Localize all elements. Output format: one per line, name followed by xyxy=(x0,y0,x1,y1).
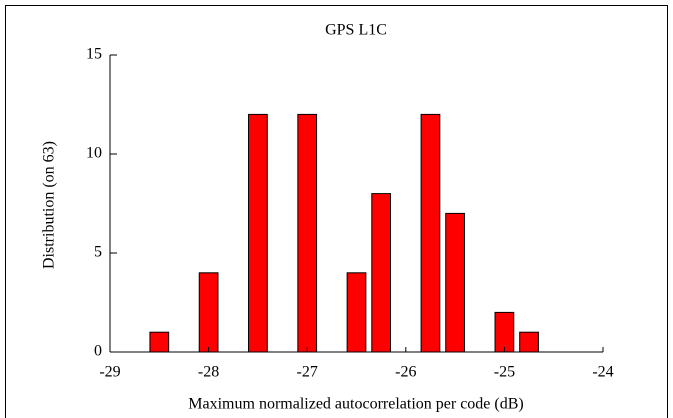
bar xyxy=(149,331,170,353)
bar xyxy=(420,113,441,353)
y-tick-label: 0 xyxy=(94,343,102,360)
bar xyxy=(297,113,318,353)
x-tick-label: -25 xyxy=(494,364,515,381)
bar xyxy=(198,272,219,353)
chart-title: GPS L1C xyxy=(325,22,387,39)
bar xyxy=(519,331,539,353)
bar xyxy=(445,212,465,353)
x-tick-label: -27 xyxy=(297,364,318,381)
x-tick-label: -24 xyxy=(592,364,613,381)
x-tick-label: -26 xyxy=(395,364,416,381)
figure-frame xyxy=(5,5,668,418)
y-axis-label: Distribution (on 63) xyxy=(41,141,58,269)
y-tick-label: 10 xyxy=(86,145,102,162)
x-tick-label: -29 xyxy=(99,364,120,381)
bar xyxy=(248,113,268,353)
y-tick-label: 5 xyxy=(94,244,102,261)
bar xyxy=(371,193,392,353)
y-tick-label: 15 xyxy=(86,46,102,63)
bar xyxy=(346,272,367,353)
x-tick-label: -28 xyxy=(198,364,219,381)
x-axis-label: Maximum normalized autocorrelation per c… xyxy=(188,396,523,413)
bar xyxy=(494,311,515,353)
